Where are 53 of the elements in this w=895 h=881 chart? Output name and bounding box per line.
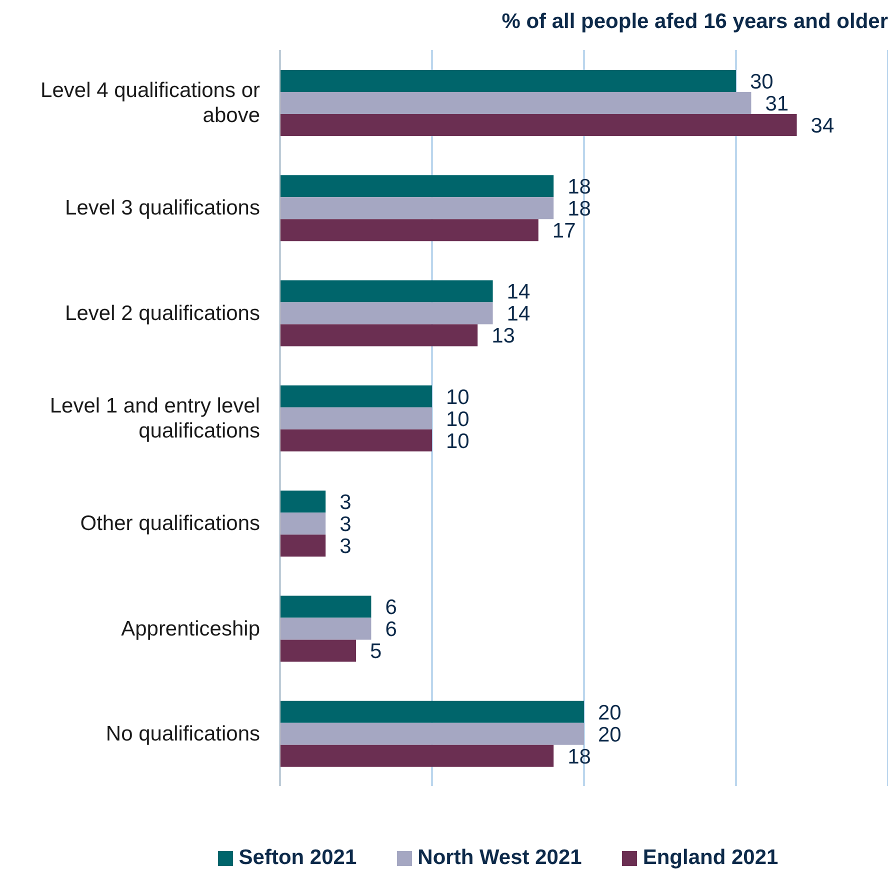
data-label: 31 (765, 92, 789, 116)
data-label: 14 (506, 280, 530, 304)
y-tick-label: Other qualifications (80, 512, 260, 535)
bar (280, 219, 538, 242)
bar (280, 280, 493, 302)
legend-label: England 2021 (642, 846, 778, 870)
bar (280, 114, 797, 136)
bar (280, 722, 584, 745)
bar (280, 197, 554, 220)
bar (280, 744, 554, 767)
data-label: 18 (568, 745, 591, 768)
data-label: 6 (385, 618, 397, 642)
data-label: 3 (340, 513, 352, 536)
bar (280, 534, 326, 557)
data-label: 34 (810, 114, 834, 138)
y-tick-label: Apprenticeship (121, 616, 260, 640)
bar (280, 175, 554, 198)
data-label: 18 (568, 176, 591, 199)
legend-label: North West 2021 (418, 846, 582, 870)
bar (280, 429, 432, 452)
data-label: 6 (385, 596, 397, 620)
data-label: 14 (506, 302, 530, 326)
data-label: 18 (568, 198, 591, 221)
data-label: 13 (492, 324, 515, 348)
bar (280, 700, 584, 723)
data-label: 17 (552, 220, 576, 243)
data-label: 3 (340, 491, 352, 514)
y-tick-label: Level 3 qualifications (65, 196, 260, 220)
legend-label: Sefton 2021 (238, 846, 357, 870)
data-label: 3 (340, 535, 352, 558)
bar (280, 385, 432, 408)
y-tick-label: No qualifications (106, 722, 260, 745)
data-label: 20 (598, 723, 622, 746)
y-tick-label: Level 2 qualifications (65, 301, 260, 324)
bar (280, 92, 752, 114)
bar (280, 618, 372, 640)
data-label: 20 (598, 701, 622, 724)
chart-title: % of all people afed 16 years and older (500, 9, 888, 35)
bar (280, 324, 478, 346)
data-label: 10 (446, 408, 470, 431)
bar (280, 407, 432, 430)
data-label: 5 (370, 640, 382, 664)
bar (280, 512, 326, 535)
bar (280, 70, 736, 92)
data-label: 10 (446, 386, 470, 409)
bar (280, 490, 326, 513)
y-tick-label: Level 4 qualifications or above (40, 78, 260, 127)
data-label: 30 (750, 70, 774, 94)
bar (280, 640, 356, 662)
y-tick-label: Level 1 and entry level qualifications (50, 394, 260, 442)
bar (280, 302, 493, 324)
bar (280, 596, 372, 618)
data-label: 10 (446, 430, 470, 453)
